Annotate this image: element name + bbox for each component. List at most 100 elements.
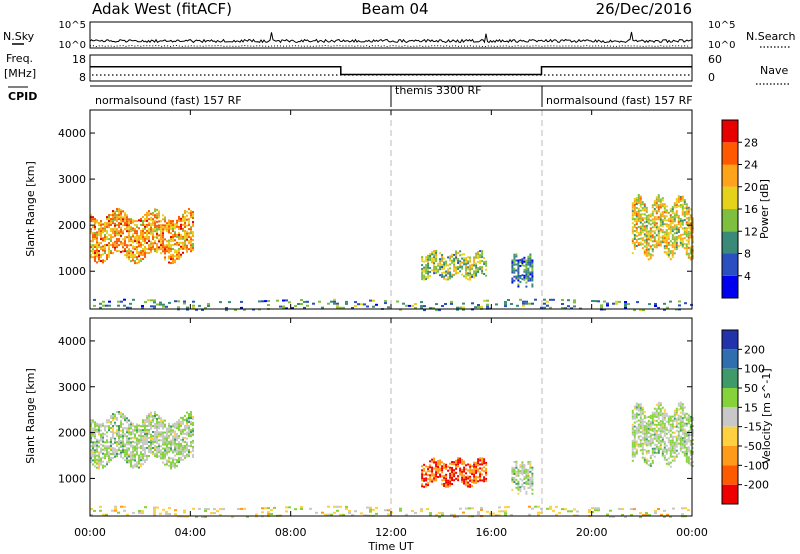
velocity-cell bbox=[675, 407, 678, 410]
velocity-cell bbox=[339, 513, 342, 516]
velocity-cell bbox=[141, 512, 144, 515]
power-cell bbox=[673, 242, 676, 245]
velocity-cell bbox=[661, 438, 664, 441]
velocity-cell bbox=[182, 446, 184, 449]
velocity-cell bbox=[641, 426, 644, 429]
velocity-cell bbox=[190, 443, 192, 446]
power-cell bbox=[651, 254, 654, 257]
power-cell bbox=[645, 218, 648, 221]
power-cell bbox=[481, 272, 484, 275]
velocity-cell bbox=[201, 516, 204, 518]
freq-tick-top: 18 bbox=[72, 53, 86, 66]
power-cell bbox=[465, 273, 468, 276]
velocity-cell bbox=[142, 453, 144, 456]
power-cell bbox=[162, 218, 164, 221]
power-cell bbox=[98, 222, 100, 225]
power-cell bbox=[450, 302, 453, 305]
power-cell bbox=[669, 216, 672, 219]
velocity-cell bbox=[98, 455, 100, 458]
velocity-ytick-label: 3000 bbox=[58, 381, 86, 394]
velocity-cell bbox=[192, 441, 194, 444]
velocity-cell bbox=[639, 427, 642, 430]
velocity-cell bbox=[108, 425, 110, 428]
power-cell bbox=[152, 236, 154, 239]
power-cell bbox=[531, 267, 534, 270]
velocity-cell bbox=[675, 455, 678, 458]
velocity-cell bbox=[635, 404, 638, 407]
velocity-cell bbox=[168, 507, 171, 509]
velocity-cell bbox=[443, 464, 446, 467]
power-cell bbox=[641, 217, 644, 220]
velocity-cell bbox=[663, 440, 666, 443]
power-cell bbox=[635, 217, 638, 219]
velocity-cell bbox=[438, 512, 441, 515]
power-cell bbox=[633, 198, 636, 200]
power-cell bbox=[485, 268, 488, 271]
power-cell bbox=[188, 240, 190, 243]
velocity-cell bbox=[513, 481, 516, 483]
velocity-cell bbox=[156, 506, 159, 509]
power-cell bbox=[148, 224, 150, 227]
power-cell bbox=[651, 214, 654, 217]
velocity-cell bbox=[148, 419, 150, 421]
power-cell bbox=[166, 240, 168, 243]
velocity-cell bbox=[93, 509, 96, 512]
velocity-cell bbox=[100, 423, 102, 426]
power-cell bbox=[427, 266, 430, 269]
power-cell bbox=[411, 304, 414, 307]
velocity-cell bbox=[178, 443, 180, 446]
velocity-cell bbox=[423, 473, 426, 476]
velocity-cell bbox=[138, 458, 140, 461]
velocity-cell bbox=[449, 482, 452, 485]
power-cell bbox=[525, 269, 528, 272]
power-cell bbox=[330, 300, 333, 303]
power-cell bbox=[94, 236, 96, 238]
power-cell bbox=[467, 262, 470, 265]
power-cell bbox=[675, 242, 678, 245]
velocity-cell bbox=[421, 473, 424, 476]
velocity-cell bbox=[443, 466, 446, 469]
power-cell bbox=[479, 256, 482, 259]
velocity-cell bbox=[687, 456, 690, 459]
noise-tick-left-top: 10^5 bbox=[59, 20, 86, 31]
velocity-cell bbox=[186, 425, 188, 428]
power-cell bbox=[661, 203, 664, 206]
velocity-cell bbox=[483, 458, 486, 461]
velocity-cell bbox=[437, 476, 440, 478]
velocity-cell bbox=[166, 441, 168, 444]
velocity-cell bbox=[663, 458, 666, 461]
velocity-cell bbox=[116, 435, 118, 437]
velocity-cell bbox=[671, 459, 674, 462]
power-cell bbox=[511, 263, 514, 266]
velocity-cell bbox=[134, 459, 136, 462]
velocity-cell bbox=[492, 512, 495, 515]
velocity-cell bbox=[511, 488, 514, 491]
power-cell bbox=[631, 252, 634, 255]
velocity-cell bbox=[154, 439, 156, 441]
power-cell bbox=[306, 300, 309, 303]
velocity-cell bbox=[681, 419, 684, 422]
velocity-cell bbox=[639, 403, 642, 406]
power-cell bbox=[98, 254, 100, 257]
power-cell bbox=[519, 281, 522, 283]
velocity-cell bbox=[669, 443, 672, 446]
velocity-cell bbox=[180, 456, 182, 459]
power-cell bbox=[130, 236, 132, 239]
power-cell bbox=[517, 269, 520, 272]
velocity-cell bbox=[405, 513, 408, 516]
velocity-cell bbox=[98, 441, 100, 444]
power-cell bbox=[645, 220, 648, 223]
power-cell bbox=[529, 255, 532, 258]
velocity-cell bbox=[645, 416, 648, 419]
velocity-cell bbox=[647, 419, 650, 422]
station-title: Adak West (fitACF) bbox=[92, 0, 232, 18]
power-cell bbox=[129, 306, 132, 309]
velocity-cell bbox=[144, 425, 146, 428]
velocity-cell bbox=[531, 507, 534, 510]
power-cell bbox=[573, 301, 576, 304]
velocity-cell bbox=[475, 481, 478, 484]
power-cell bbox=[184, 218, 186, 220]
velocity-cell bbox=[156, 455, 158, 458]
power-cell bbox=[140, 217, 142, 220]
power-cell bbox=[657, 232, 660, 235]
